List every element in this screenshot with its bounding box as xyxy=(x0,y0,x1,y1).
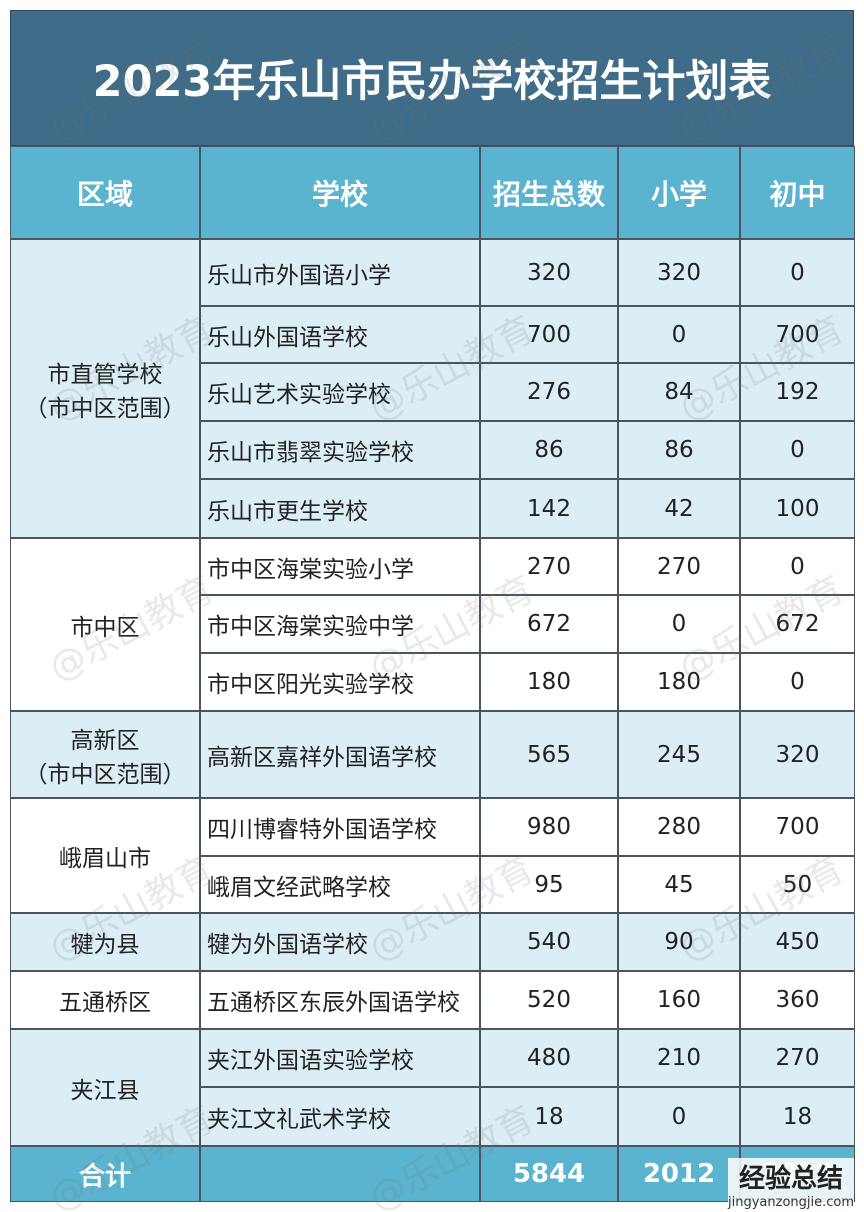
school-cell: 乐山艺术实验学校 xyxy=(200,363,480,421)
number-cell: 0 xyxy=(618,595,740,653)
number-cell: 280 xyxy=(618,798,740,856)
number-cell: 86 xyxy=(480,421,618,479)
number-cell: 18 xyxy=(480,1087,618,1146)
number-cell: 180 xyxy=(618,653,740,711)
number-cell: 672 xyxy=(740,595,855,653)
region-line: 市中区 xyxy=(70,614,140,641)
number-cell: 540 xyxy=(480,913,618,971)
total-cell xyxy=(200,1146,480,1202)
header-cell: 学校 xyxy=(200,146,480,239)
header-cell: 初中 xyxy=(740,146,855,239)
number-cell: 0 xyxy=(740,538,855,595)
number-cell: 50 xyxy=(740,856,855,913)
number-cell: 270 xyxy=(618,538,740,595)
number-cell: 450 xyxy=(740,913,855,971)
number-cell: 320 xyxy=(740,711,855,798)
number-cell: 520 xyxy=(480,971,618,1029)
number-cell: 95 xyxy=(480,856,618,913)
number-cell: 320 xyxy=(618,239,740,306)
school-cell: 市中区海棠实验中学 xyxy=(200,595,480,653)
number-cell: 0 xyxy=(618,1087,740,1146)
region-cell: 五通桥区 xyxy=(10,971,200,1029)
number-cell: 672 xyxy=(480,595,618,653)
school-cell: 五通桥区东辰外国语学校 xyxy=(200,971,480,1029)
number-cell: 276 xyxy=(480,363,618,421)
number-cell: 192 xyxy=(740,363,855,421)
number-cell: 0 xyxy=(740,421,855,479)
number-cell: 700 xyxy=(740,798,855,856)
school-cell: 高新区嘉祥外国语学校 xyxy=(200,711,480,798)
number-cell: 565 xyxy=(480,711,618,798)
region-line: 五通桥区 xyxy=(59,990,151,1016)
site-url: jingyanzongjie.com xyxy=(728,1195,855,1210)
total-cell: 5844 xyxy=(480,1146,618,1202)
school-cell: 夹江文礼武术学校 xyxy=(200,1087,480,1146)
region-line: 高新区 xyxy=(70,727,140,754)
number-cell: 100 xyxy=(740,479,855,538)
header-cell: 区域 xyxy=(10,146,200,239)
region-cell: 高新区 （市中区范围） xyxy=(10,711,200,798)
region-line: 市直管学校 xyxy=(47,361,163,388)
school-cell: 市中区阳光实验学校 xyxy=(200,653,480,711)
total-cell: 合计 xyxy=(10,1146,200,1202)
school-cell: 乐山市更生学校 xyxy=(200,479,480,538)
number-cell: 180 xyxy=(480,653,618,711)
number-cell: 0 xyxy=(618,306,740,363)
region-line: 峨眉山市 xyxy=(59,845,151,872)
number-cell: 0 xyxy=(740,239,855,306)
region-line: （市中区范围） xyxy=(24,395,186,422)
number-cell: 700 xyxy=(740,306,855,363)
site-name: 经验总结 xyxy=(739,1164,844,1194)
number-cell: 45 xyxy=(618,856,740,913)
number-cell: 245 xyxy=(618,711,740,798)
number-cell: 42 xyxy=(618,479,740,538)
region-cell: 市直管学校 （市中区范围） xyxy=(10,239,200,538)
number-cell: 160 xyxy=(618,971,740,1029)
number-cell: 700 xyxy=(480,306,618,363)
region-line: （市中区范围） xyxy=(24,761,186,788)
header-cell: 招生总数 xyxy=(480,146,618,239)
number-cell: 142 xyxy=(480,479,618,538)
region-cell: 市中区 xyxy=(10,538,200,711)
region-line: 夹江县 xyxy=(70,1077,140,1104)
region-cell: 峨眉山市 xyxy=(10,798,200,913)
region-line: 犍为县 xyxy=(70,932,140,958)
school-cell: 犍为外国语学校 xyxy=(200,913,480,971)
number-cell: 270 xyxy=(740,1029,855,1087)
region-cell: 夹江县 xyxy=(10,1029,200,1146)
number-cell: 0 xyxy=(740,653,855,711)
header-cell: 小学 xyxy=(618,146,740,239)
school-cell: 峨眉文经武略学校 xyxy=(200,856,480,913)
school-cell: 乐山外国语学校 xyxy=(200,306,480,363)
number-cell: 270 xyxy=(480,538,618,595)
number-cell: 320 xyxy=(480,239,618,306)
number-cell: 360 xyxy=(740,971,855,1029)
title: 2023年乐山市民办学校招生计划表 xyxy=(10,10,854,146)
school-cell: 乐山市外国语小学 xyxy=(200,239,480,306)
number-cell: 84 xyxy=(618,363,740,421)
school-cell: 夹江外国语实验学校 xyxy=(200,1029,480,1087)
school-cell: 乐山市翡翠实验学校 xyxy=(200,421,480,479)
region-cell: 犍为县 xyxy=(10,913,200,971)
total-cell: 2012 xyxy=(618,1146,740,1202)
school-cell: 四川博睿特外国语学校 xyxy=(200,798,480,856)
site-mark: 经验总结 jingyanzongjie.com xyxy=(728,1158,855,1210)
school-cell: 市中区海棠实验小学 xyxy=(200,538,480,595)
number-cell: 86 xyxy=(618,421,740,479)
number-cell: 480 xyxy=(480,1029,618,1087)
number-cell: 90 xyxy=(618,913,740,971)
number-cell: 18 xyxy=(740,1087,855,1146)
number-cell: 210 xyxy=(618,1029,740,1087)
number-cell: 980 xyxy=(480,798,618,856)
